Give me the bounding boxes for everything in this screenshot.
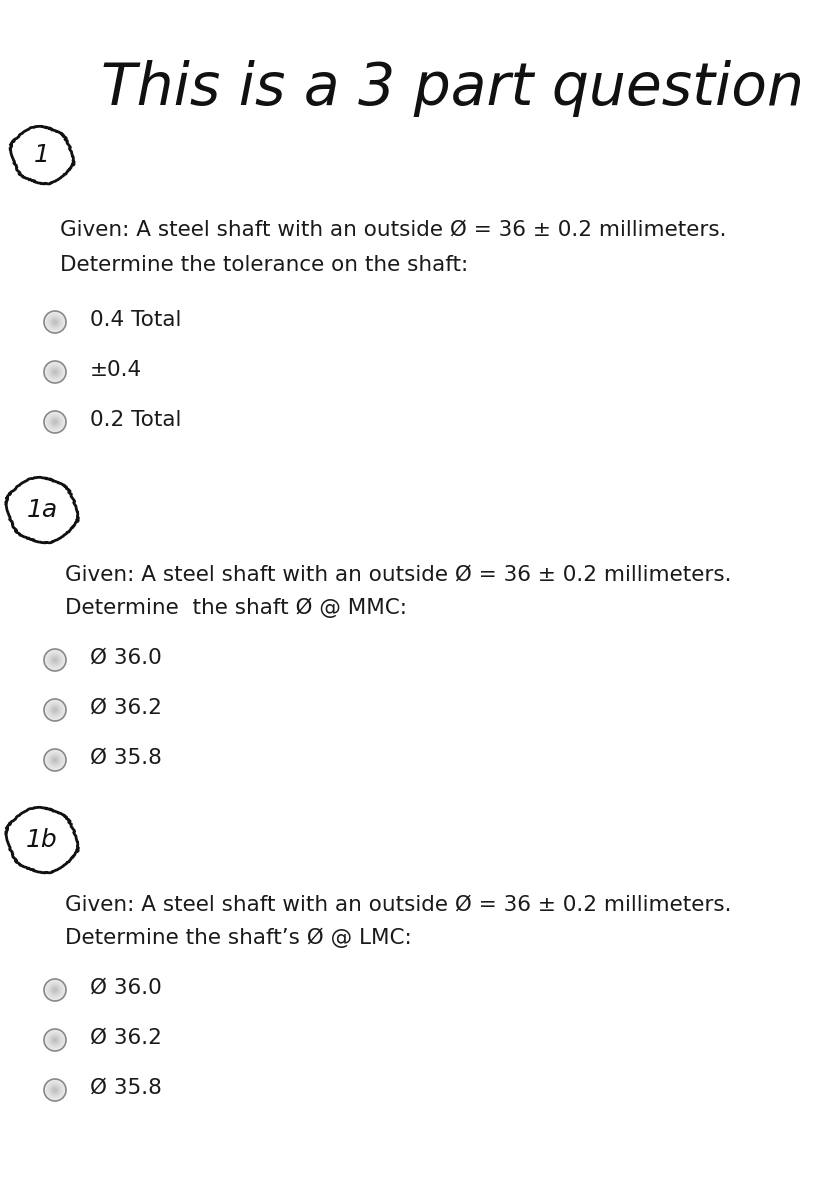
Polygon shape [48, 366, 62, 378]
Polygon shape [52, 1037, 58, 1043]
Text: 0.2 Total: 0.2 Total [90, 410, 182, 430]
Polygon shape [53, 1088, 57, 1092]
Polygon shape [47, 982, 62, 998]
Polygon shape [52, 319, 58, 325]
Polygon shape [53, 708, 57, 712]
Polygon shape [50, 755, 60, 764]
Text: Ø 36.0: Ø 36.0 [90, 978, 162, 998]
Polygon shape [47, 1032, 62, 1048]
Polygon shape [44, 1030, 66, 1051]
Polygon shape [45, 701, 64, 720]
Polygon shape [44, 311, 66, 332]
Polygon shape [44, 979, 66, 1001]
Polygon shape [47, 364, 62, 380]
Polygon shape [45, 362, 64, 382]
Text: 1: 1 [34, 143, 50, 167]
Polygon shape [53, 758, 57, 762]
Polygon shape [44, 361, 66, 383]
Polygon shape [47, 702, 62, 718]
Text: Determine the shaft’s Ø @ LMC:: Determine the shaft’s Ø @ LMC: [65, 928, 412, 948]
Text: ±0.4: ±0.4 [90, 360, 142, 380]
Polygon shape [52, 1087, 58, 1093]
Polygon shape [52, 986, 58, 994]
Polygon shape [48, 654, 62, 666]
Polygon shape [47, 314, 62, 330]
Polygon shape [53, 420, 57, 424]
Polygon shape [44, 700, 66, 721]
Polygon shape [52, 757, 58, 763]
Text: Ø 36.0: Ø 36.0 [90, 648, 162, 668]
Polygon shape [50, 985, 60, 995]
Polygon shape [53, 371, 57, 373]
Polygon shape [52, 419, 58, 425]
Polygon shape [45, 1031, 64, 1050]
Polygon shape [48, 984, 62, 996]
Text: Determine  the shaft Ø @ MMC:: Determine the shaft Ø @ MMC: [65, 598, 407, 618]
Polygon shape [45, 413, 64, 432]
Polygon shape [47, 752, 62, 768]
Polygon shape [47, 1082, 62, 1098]
Polygon shape [44, 1079, 66, 1100]
Text: Ø 36.2: Ø 36.2 [90, 1028, 162, 1048]
Text: Ø 35.8: Ø 35.8 [90, 748, 162, 768]
Text: Given: A steel shaft with an outside Ø = 36 ± 0.2 millimeters.: Given: A steel shaft with an outside Ø =… [60, 220, 727, 240]
Polygon shape [50, 706, 60, 715]
Text: 0.4 Total: 0.4 Total [90, 310, 182, 330]
Polygon shape [48, 703, 62, 716]
Polygon shape [48, 316, 62, 329]
Polygon shape [45, 312, 64, 331]
Polygon shape [48, 1084, 62, 1097]
Text: Given: A steel shaft with an outside Ø = 36 ± 0.2 millimeters.: Given: A steel shaft with an outside Ø =… [65, 565, 732, 584]
Polygon shape [53, 989, 57, 991]
Polygon shape [45, 750, 64, 769]
Polygon shape [52, 707, 58, 713]
Polygon shape [45, 650, 64, 670]
Polygon shape [48, 1033, 62, 1046]
Polygon shape [52, 656, 58, 664]
Text: Given: A steel shaft with an outside Ø = 36 ± 0.2 millimeters.: Given: A steel shaft with an outside Ø =… [65, 895, 732, 914]
Polygon shape [47, 414, 62, 430]
Polygon shape [48, 415, 62, 428]
Text: Ø 36.2: Ø 36.2 [90, 698, 162, 718]
Polygon shape [45, 980, 64, 1000]
Polygon shape [53, 320, 57, 324]
Polygon shape [45, 1080, 64, 1099]
Polygon shape [50, 317, 60, 326]
Text: This is a 3 part question: This is a 3 part question [100, 60, 804, 116]
Polygon shape [44, 649, 66, 671]
Polygon shape [53, 659, 57, 661]
Polygon shape [50, 1036, 60, 1045]
Polygon shape [44, 749, 66, 770]
Polygon shape [50, 655, 60, 665]
Polygon shape [50, 1085, 60, 1094]
Polygon shape [50, 367, 60, 377]
Text: 1a: 1a [26, 498, 58, 522]
Text: Ø 35.8: Ø 35.8 [90, 1078, 162, 1098]
Text: Determine the tolerance on the shaft:: Determine the tolerance on the shaft: [60, 254, 469, 275]
Polygon shape [44, 412, 66, 433]
Polygon shape [50, 418, 60, 427]
Text: 1b: 1b [26, 828, 58, 852]
Polygon shape [52, 368, 58, 376]
Polygon shape [53, 1038, 57, 1042]
Polygon shape [47, 652, 62, 668]
Polygon shape [48, 754, 62, 767]
